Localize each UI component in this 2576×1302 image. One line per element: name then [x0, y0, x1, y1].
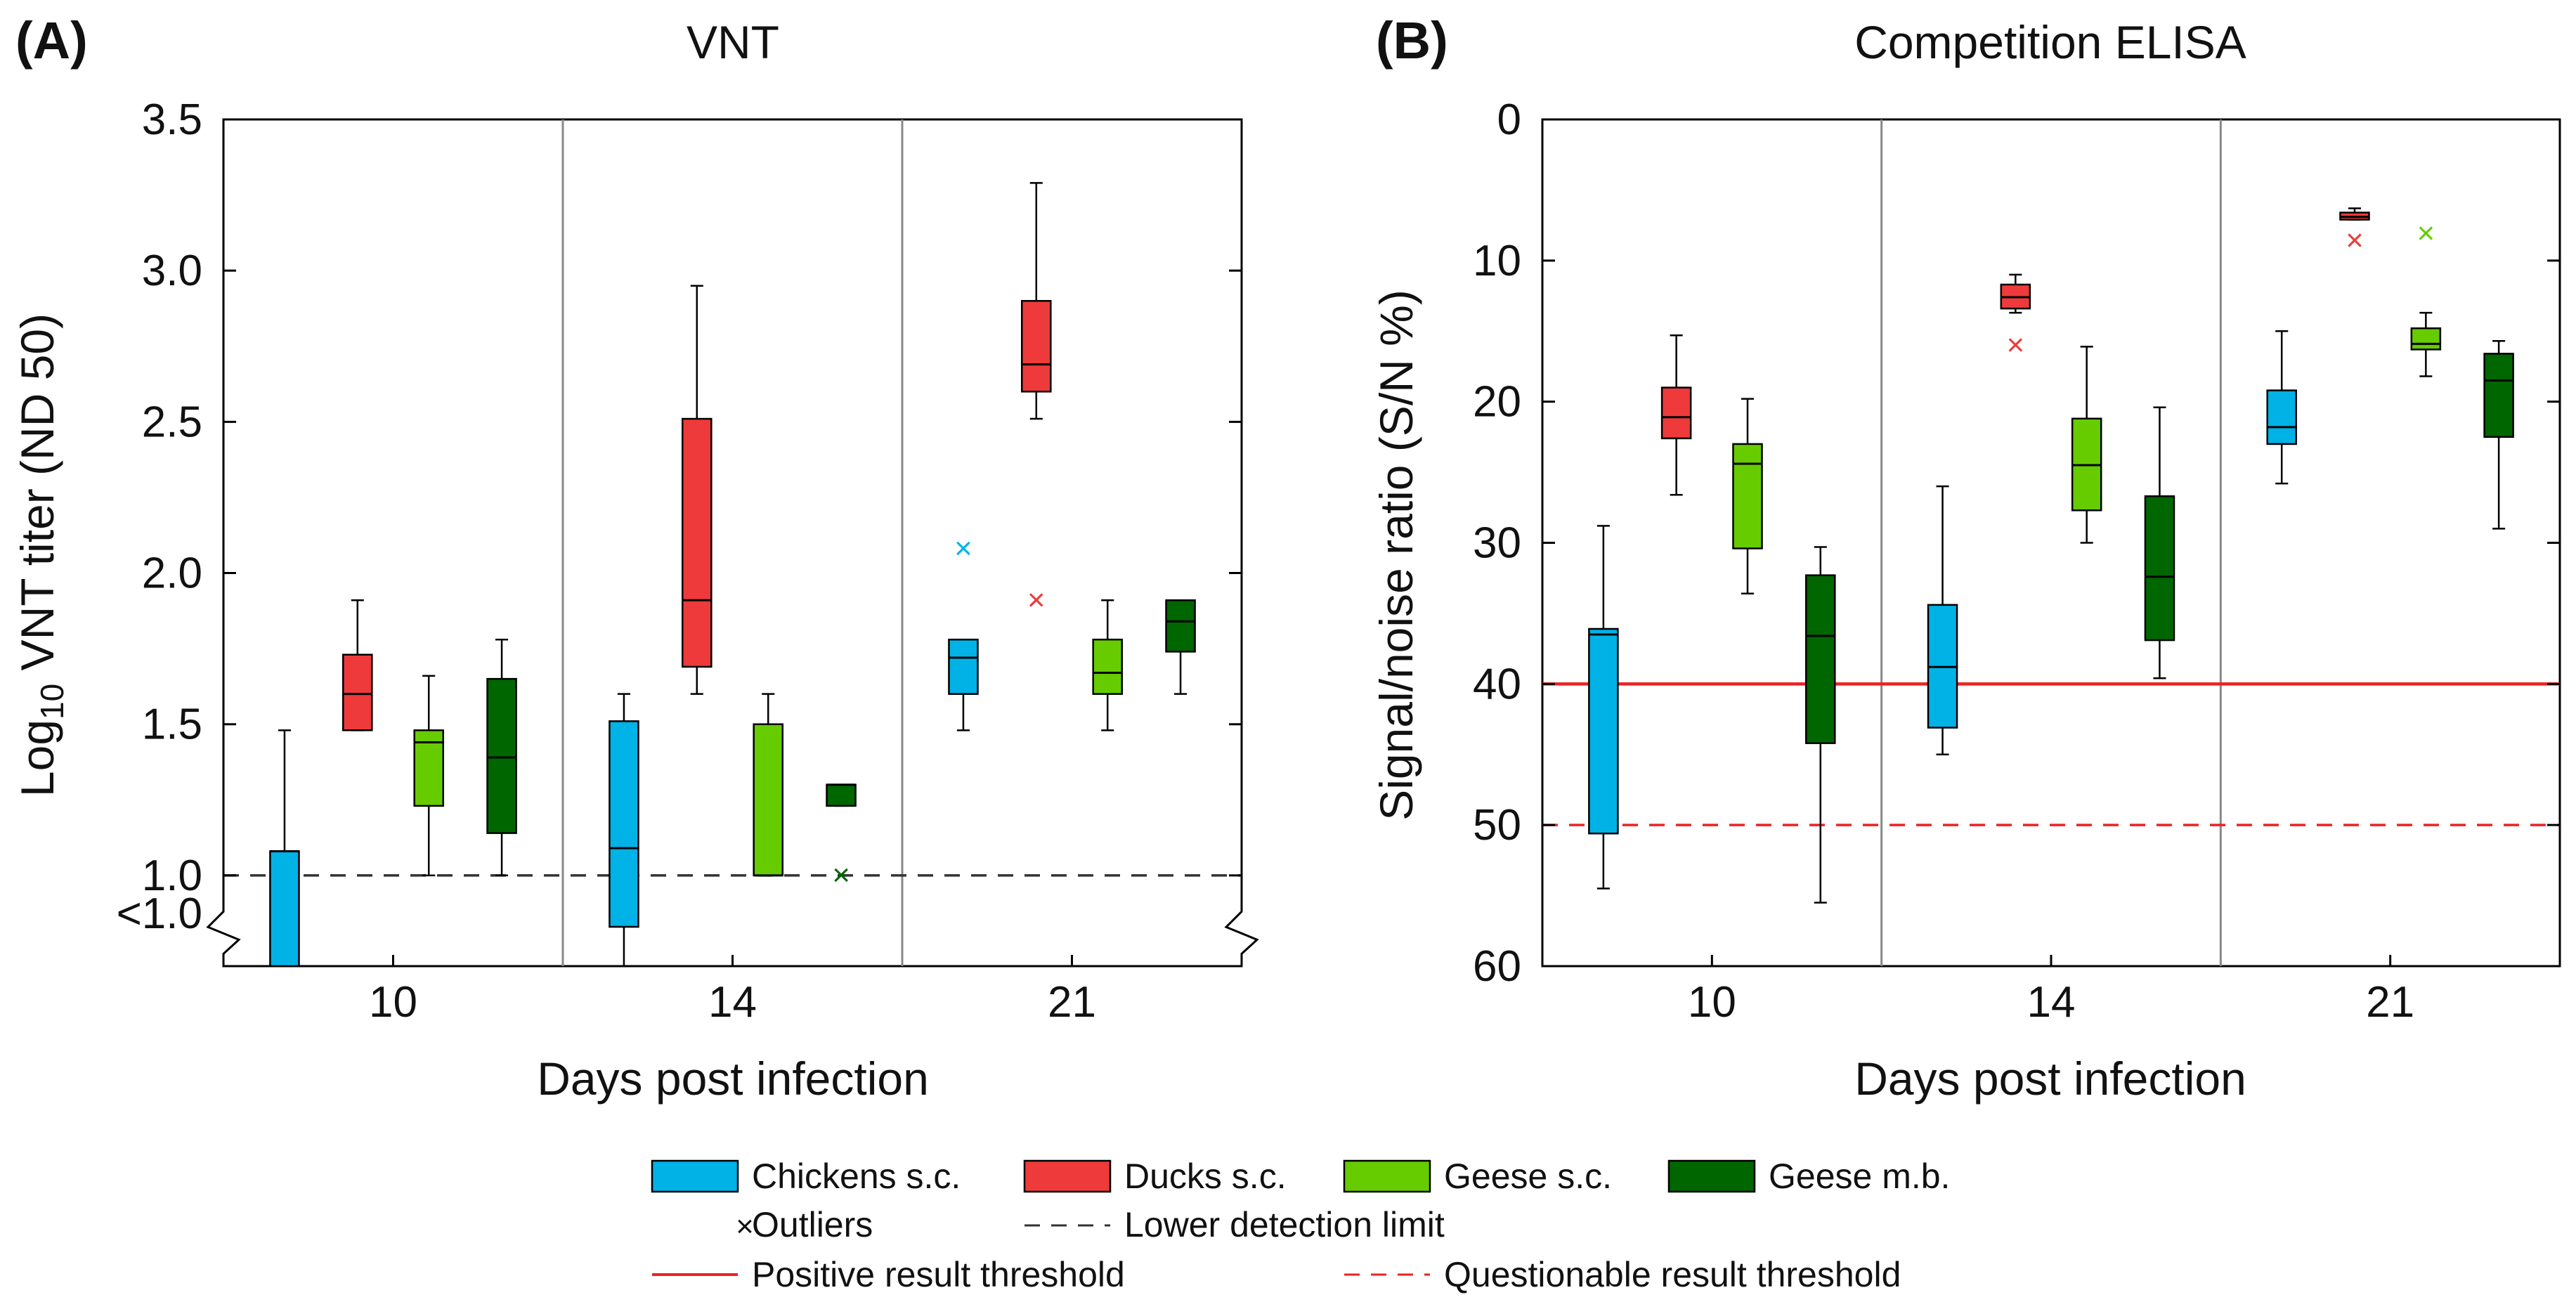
legend-label-positive: Positive result threshold [752, 1255, 1125, 1294]
legend-label-geese-sc: Geese s.c. [1444, 1157, 1612, 1196]
legend: Chickens s.c. Ducks s.c. Geese s.c. Gees… [651, 1157, 1950, 1294]
panel-b-ducks-day-10-box [1660, 386, 1692, 440]
panel-b-y-tick-label: 40 [1473, 660, 1521, 708]
panel-b-x-axis-title: Days post infection [1854, 1053, 2246, 1105]
panel-b-y-tick-label: 0 [1497, 96, 1521, 144]
legend-outlier-symbol: × [736, 1209, 754, 1244]
panel-a-y-tick-label: 3.0 [142, 247, 202, 295]
panel-b-title: Competition ELISA [1854, 16, 2246, 68]
panel-b-elisa: (B) Competition ELISA Signal/noise ratio… [1370, 11, 2561, 1105]
panel-a-y-tick-label: 3.5 [142, 96, 202, 144]
panel-a-chickens-day-21-outlier-0: × [954, 531, 972, 566]
legend-swatch-ducks [1023, 1159, 1112, 1193]
legend-label-outliers: Outliers [752, 1205, 873, 1244]
panel-a-chickens-day-10-box [269, 850, 300, 968]
legend-label-ducks: Ducks s.c. [1124, 1157, 1287, 1196]
panel-a-x-tick-label-10: 10 [369, 978, 417, 1027]
panel-b-geese-mb-day-21-box [2483, 353, 2514, 438]
panel-a-ducks-day-21-outlier-0: × [1027, 582, 1046, 617]
panel-a-geese-mb-day-10-box [486, 677, 517, 834]
panel-a-title: VNT [687, 16, 779, 68]
legend-swatch-chickens [651, 1159, 739, 1193]
panel-a-ducks-day-10-box [342, 653, 373, 731]
panel-a-ducks-day-14-box [682, 417, 713, 668]
panel-a-geese-mb-day-14-outlier-0: × [832, 858, 850, 892]
panel-a-axis-break-right [1224, 900, 1259, 965]
panel-a-geese-sc-day-14-box [753, 723, 783, 877]
panel-a-plot-frame [222, 118, 1243, 968]
legend-swatch-geese-sc [1343, 1159, 1431, 1193]
panel-b-y-axis-title: Signal/noise ratio (S/N %) [1370, 289, 1422, 821]
panel-a-x-axis-title: Days post infection [537, 1053, 929, 1105]
panel-b-geese-mb-day-10-box [1805, 574, 1836, 744]
panel-a-vnt: (A) VNT Log10 VNT titer (ND 50) Days pos… [11, 11, 1261, 1105]
panel-a-letter: (A) [15, 11, 88, 70]
legend-label-questionable: Questionable result threshold [1444, 1255, 1901, 1294]
panel-b-geese-sc-day-10-box [1732, 443, 1763, 549]
panel-b-geese-sc-day-21-outlier-0: × [2416, 216, 2435, 251]
panel-a-y-axis-title: Log10 VNT titer (ND 50) [11, 313, 70, 797]
panel-b-ducks-day-14-outlier-0: × [2006, 327, 2024, 362]
panel-a-chickens-day-14-box [609, 720, 639, 928]
panel-b-y-tick-label: 50 [1473, 801, 1521, 849]
panel-a-y-tick-label: 1.0 [142, 852, 202, 900]
panel-a-x-tick-label-14: 14 [708, 978, 757, 1027]
panel-a-geese-mb-day-21-box [1165, 599, 1196, 653]
panel-b-y-tick-label: 30 [1473, 519, 1521, 568]
panel-b-chickens-day-21-box [2266, 389, 2297, 445]
panel-b-geese-mb-day-14-box [2144, 495, 2175, 642]
panel-a-geese-mb-day-14-box [826, 783, 857, 807]
legend-label-geese-mb: Geese m.b. [1769, 1157, 1950, 1196]
panel-a-axis-break-left [206, 900, 241, 965]
panel-a-ducks-day-21-box [1021, 299, 1052, 393]
panel-a-y-tick-label: 1.5 [142, 701, 202, 749]
panel-b-ducks-day-21-outlier-0: × [2346, 223, 2364, 258]
panel-b-x-tick-label-14: 14 [2027, 978, 2076, 1027]
panel-b-x-tick-label-10: 10 [1688, 978, 1736, 1027]
panel-b-geese-sc-day-21-box [2410, 327, 2442, 351]
panel-b-x-tick-label-21: 21 [2366, 978, 2414, 1027]
legend-swatch-geese-mb [1667, 1159, 1756, 1193]
panel-a-chickens-day-21-box [948, 638, 979, 695]
panel-b-y-tick-label: 20 [1473, 378, 1521, 427]
panel-a-y-tick-label: 2.5 [142, 398, 202, 446]
panel-b-y-tick-label: 10 [1473, 237, 1521, 285]
legend-label-lower-detection: Lower detection limit [1124, 1205, 1445, 1244]
panel-b-letter: (B) [1376, 11, 1448, 70]
panel-b-chickens-day-10-box [1588, 627, 1619, 835]
panel-b-y-tick-label: 60 [1473, 942, 1521, 991]
panel-b-plot-frame [1541, 118, 2561, 968]
legend-label-chickens: Chickens s.c. [752, 1157, 961, 1196]
panel-a-y-tick-label: 2.0 [142, 549, 202, 598]
panel-a-y-break-label: <1.0 [117, 890, 202, 938]
panel-a-geese-sc-day-21-box [1092, 638, 1123, 695]
panel-a-x-tick-label-21: 21 [1048, 978, 1096, 1027]
